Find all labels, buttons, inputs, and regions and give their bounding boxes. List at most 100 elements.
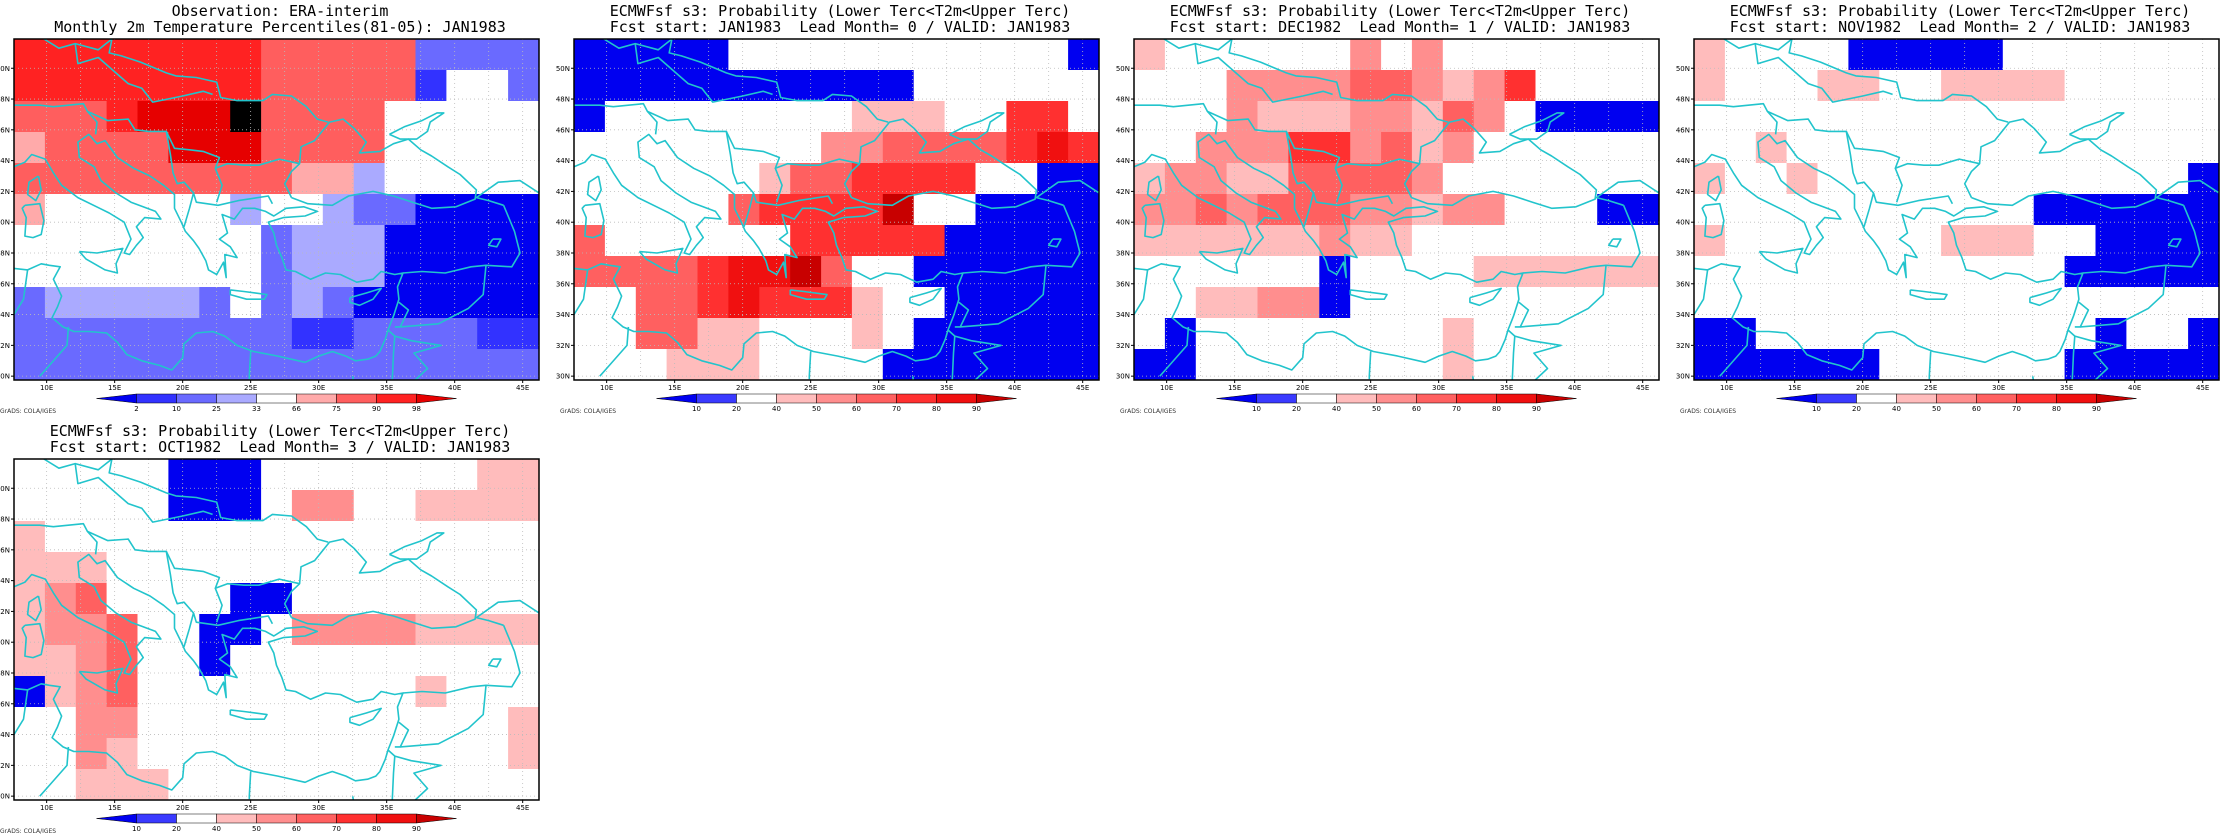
grid-cell	[137, 738, 169, 770]
grid-cell	[790, 349, 822, 380]
grid-cell	[1068, 349, 1099, 380]
grid-cell	[882, 287, 915, 319]
coastline	[214, 168, 223, 203]
grid-cell	[1195, 349, 1228, 380]
colorbar-label: 70	[892, 405, 901, 413]
coastlines	[574, 39, 1099, 380]
grid-cell	[1597, 132, 1629, 164]
grid-cell	[2188, 349, 2219, 380]
colorbar-label: 80	[372, 825, 381, 833]
grid-cell	[1288, 349, 1320, 380]
grid-cell	[508, 490, 539, 522]
grid-cell	[574, 318, 606, 350]
grid-cell	[1037, 225, 1069, 257]
grid-cell	[353, 132, 386, 164]
grid-cell	[1068, 287, 1099, 319]
grid-cell	[508, 225, 539, 257]
lat-tick-label: 36N	[1116, 280, 1130, 288]
lon-tick-label: 10E	[40, 804, 53, 812]
coastline	[248, 771, 252, 800]
grid-cell	[2064, 163, 2097, 195]
grid-cell	[14, 70, 46, 102]
lon-tick-label: 25E	[1364, 384, 1377, 392]
grid-cell	[913, 70, 946, 102]
grid-cell	[1068, 256, 1099, 288]
lat-tick-label: 42N	[556, 188, 570, 196]
grid-cell	[446, 39, 478, 71]
lon-tick-label: 45E	[516, 384, 529, 392]
grid-cell	[1817, 39, 1849, 71]
lat-tick-label: 50N	[1676, 65, 1690, 73]
lat-tick-label: 38N	[0, 249, 10, 257]
grid-cell	[666, 287, 699, 319]
grid-cell	[44, 70, 77, 102]
coastline	[1607, 238, 1622, 248]
grid-cell	[1068, 225, 1099, 257]
coastline	[574, 269, 589, 316]
colorbar-swatch	[176, 813, 217, 824]
map-plot: 10E 15E 20E 25E 30E 35E 40E 45E 30N 32N 34N 36N 38N 4…	[556, 38, 1100, 415]
coastline	[14, 133, 404, 371]
coastline	[1788, 39, 2009, 123]
grid-cell	[322, 490, 355, 522]
grid-cell	[821, 101, 853, 133]
grid-cell	[106, 769, 139, 800]
grid-cell	[322, 225, 355, 257]
grid-cell	[1473, 39, 1506, 71]
grid-cell	[446, 490, 478, 522]
grid-cell	[353, 163, 386, 195]
grid-cell	[790, 318, 822, 350]
grid-cell	[446, 318, 478, 350]
grid-cell	[230, 769, 262, 800]
grid-cell	[137, 552, 169, 584]
grid-cell	[1006, 194, 1038, 226]
coastline	[2069, 112, 2125, 140]
lon-tick-label: 30E	[312, 804, 325, 812]
grid-cell	[1319, 194, 1351, 226]
grid-cell	[1442, 256, 1475, 288]
coastline	[14, 522, 300, 590]
grid-cell	[975, 318, 1007, 350]
grads-credit: GrADS: COLA/IGES	[0, 408, 56, 415]
grid-cell	[882, 101, 915, 133]
lon-tick-label: 20E	[1856, 384, 1869, 392]
colorbar: 2 10 25 33 66 75 90 98	[96, 393, 457, 413]
coastline	[43, 39, 113, 51]
grid-cell	[261, 318, 293, 350]
coastline	[349, 287, 382, 307]
grid-cell	[759, 39, 791, 71]
coastline	[2167, 238, 2182, 248]
shaded-cells	[1134, 39, 1659, 380]
grid-cell	[1288, 101, 1320, 133]
grid-cell	[230, 256, 262, 288]
colorbar-label: 20	[732, 405, 741, 413]
grid-cell	[882, 318, 915, 350]
grid-cell	[199, 769, 231, 800]
grid-cell	[1411, 225, 1444, 257]
grid-cell	[1910, 132, 1942, 164]
grid-cell	[415, 459, 447, 491]
lat-tick-label: 46N	[556, 126, 570, 134]
coastline	[394, 335, 442, 380]
grid-cell	[446, 521, 478, 553]
grid-cell	[1319, 101, 1351, 133]
grid-cell	[1535, 163, 1567, 195]
grid-cell	[353, 194, 386, 226]
grid-cell	[1473, 163, 1506, 195]
grid-cell	[1566, 318, 1598, 350]
grid-cell	[75, 738, 108, 770]
grid-cell	[106, 738, 139, 770]
colorbar-label: 40	[1332, 405, 1341, 413]
coastline	[909, 287, 942, 307]
grid-cell	[230, 490, 262, 522]
grid-cell	[14, 163, 46, 195]
grid-cell	[1817, 132, 1849, 164]
grid-cell	[2126, 287, 2158, 319]
grid-cell	[199, 490, 231, 522]
grid-cell	[790, 70, 822, 102]
grid-cell	[1411, 349, 1444, 380]
colorbar-label: 80	[1492, 405, 1501, 413]
grid-cell	[1442, 70, 1475, 102]
grid-cell	[415, 707, 447, 739]
grid-cell	[230, 349, 262, 380]
